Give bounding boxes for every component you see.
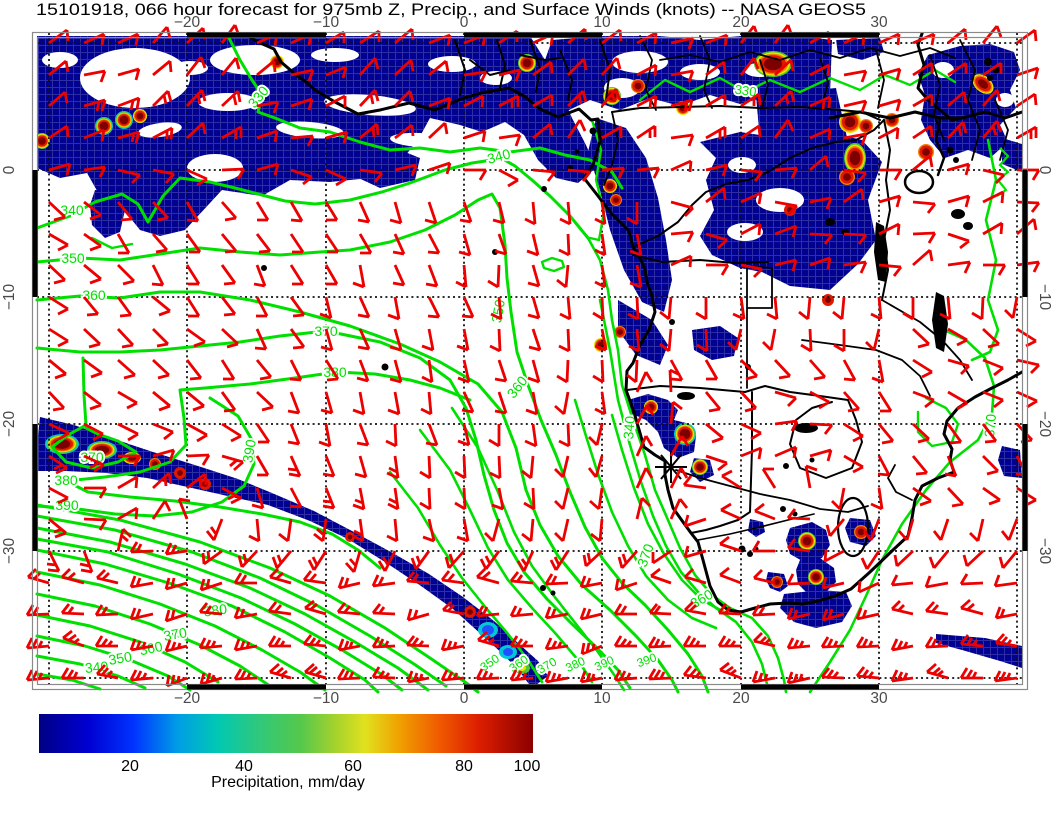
- svg-text:10: 10: [593, 14, 611, 31]
- svg-text:100: 100: [514, 758, 541, 775]
- svg-text:0: 0: [1036, 166, 1053, 175]
- svg-text:−10: −10: [1, 283, 18, 310]
- svg-text:Precipitation, mm/day: Precipitation, mm/day: [211, 774, 365, 791]
- svg-text:30: 30: [870, 14, 888, 31]
- svg-text:−20: −20: [1036, 411, 1053, 438]
- svg-text:40: 40: [235, 758, 253, 775]
- svg-text:−10: −10: [1036, 284, 1053, 311]
- svg-text:390: 390: [239, 438, 259, 464]
- svg-text:380: 380: [54, 472, 78, 488]
- svg-text:−30: −30: [1, 537, 18, 564]
- svg-text:370: 370: [981, 413, 999, 438]
- svg-text:0: 0: [460, 690, 469, 707]
- svg-text:80: 80: [455, 758, 473, 775]
- svg-text:−10: −10: [313, 14, 340, 31]
- svg-text:60: 60: [344, 758, 362, 775]
- svg-text:−20: −20: [174, 690, 201, 707]
- svg-text:−30: −30: [1036, 538, 1053, 565]
- svg-text:0: 0: [1, 165, 18, 174]
- svg-text:330: 330: [734, 82, 758, 100]
- svg-text:340: 340: [60, 202, 84, 218]
- svg-text:340: 340: [620, 415, 638, 440]
- svg-text:15101918, 066 hour forecast fo: 15101918, 066 hour forecast for 975mb Z,…: [36, 1, 866, 19]
- svg-text:−20: −20: [174, 14, 201, 31]
- svg-text:350: 350: [488, 298, 508, 324]
- svg-text:20: 20: [732, 14, 750, 31]
- svg-text:350: 350: [61, 250, 85, 266]
- svg-text:20: 20: [732, 690, 750, 707]
- svg-text:350: 350: [107, 648, 133, 668]
- svg-text:30: 30: [870, 690, 888, 707]
- svg-text:−10: −10: [313, 690, 340, 707]
- svg-text:20: 20: [121, 758, 139, 775]
- svg-text:0: 0: [460, 14, 469, 31]
- svg-text:370: 370: [162, 624, 188, 644]
- svg-text:10: 10: [593, 690, 611, 707]
- svg-text:−20: −20: [1, 410, 18, 437]
